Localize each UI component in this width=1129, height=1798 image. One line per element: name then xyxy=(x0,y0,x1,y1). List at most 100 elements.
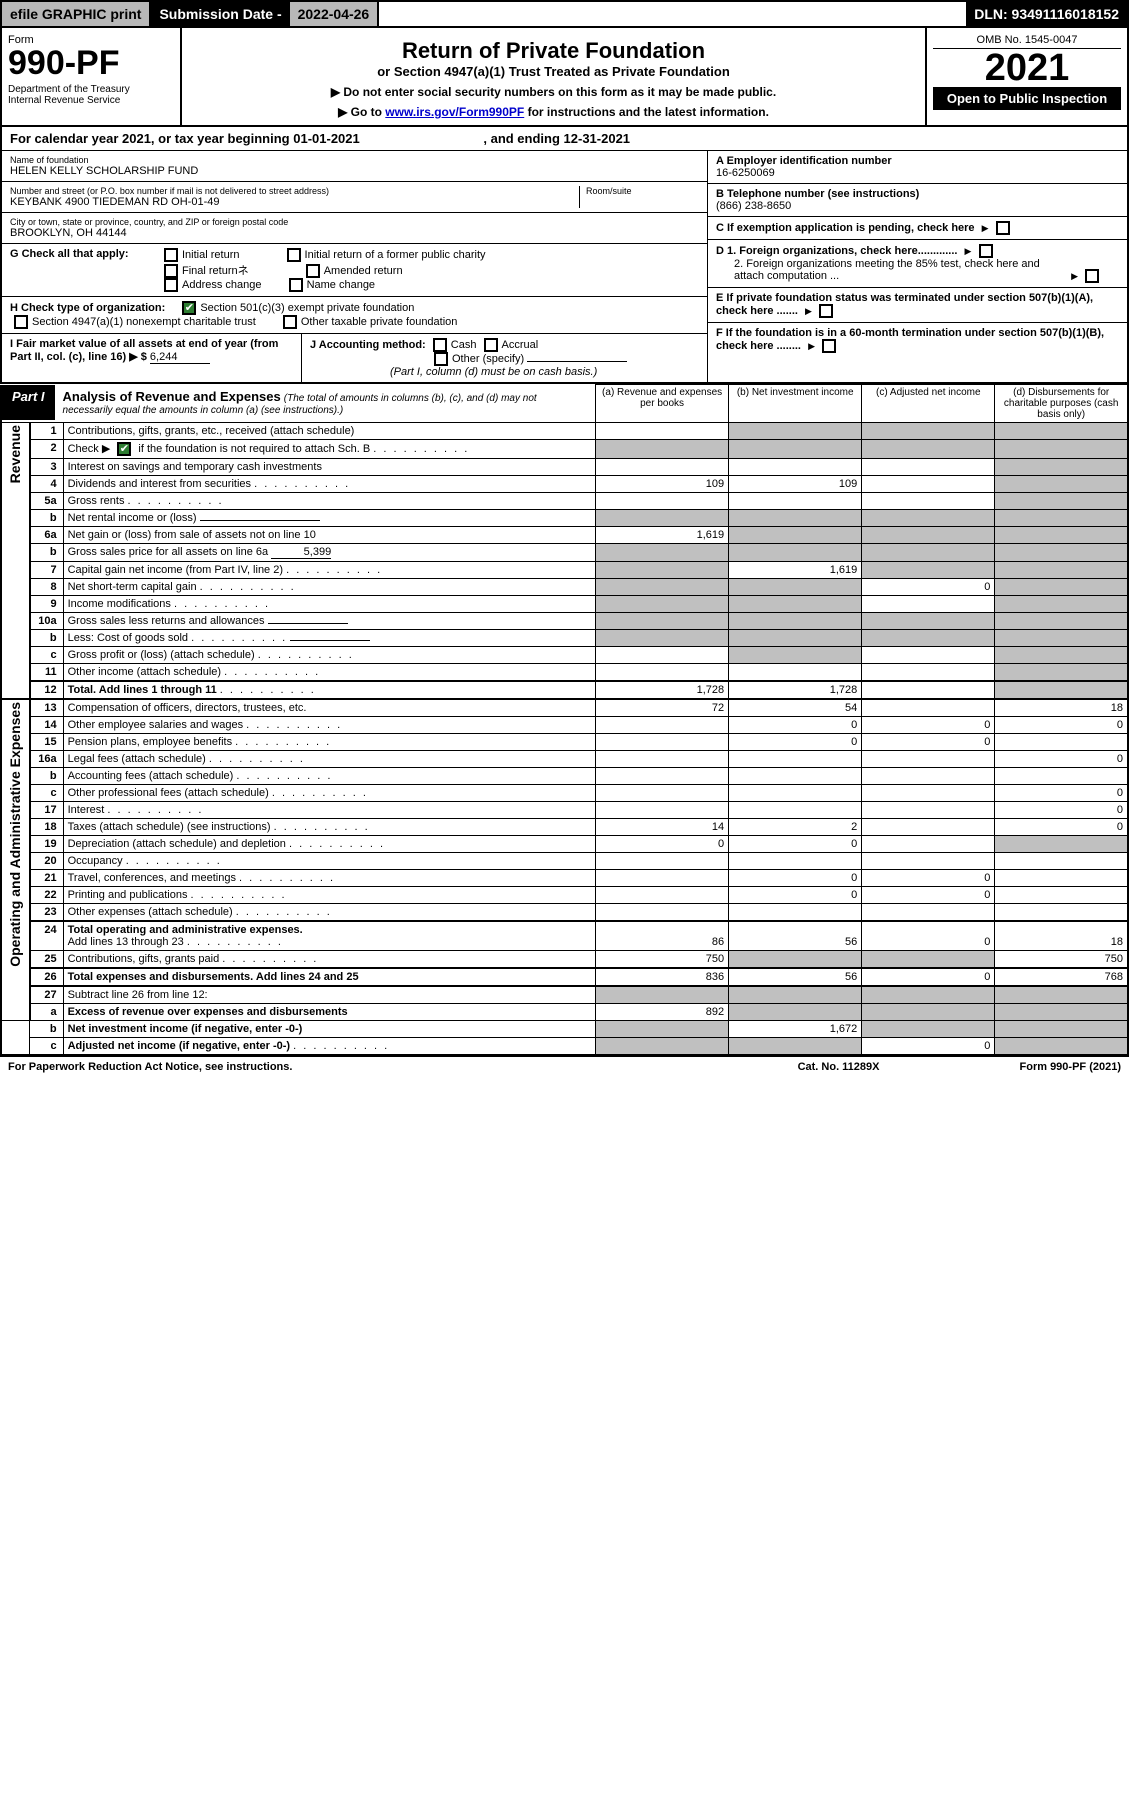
sec4947-label: Section 4947(a)(1) nonexempt charitable … xyxy=(32,316,256,328)
form-ref: Form 990-PF (2021) xyxy=(1020,1061,1122,1073)
instruction-2: ▶ Go to www.irs.gov/Form990PF for instru… xyxy=(188,105,919,119)
line21-b: 0 xyxy=(729,870,862,887)
part1-label: Part I xyxy=(2,385,55,420)
line26-desc: Total expenses and disbursements. Add li… xyxy=(63,968,595,986)
checkbox-amended[interactable] xyxy=(306,264,320,278)
c-block: C If exemption application is pending, c… xyxy=(708,217,1127,240)
irs-label: Internal Revenue Service xyxy=(8,95,174,106)
row-20: 20Occupancy xyxy=(1,853,1128,870)
efile-label[interactable]: efile GRAPHIC print xyxy=(2,2,151,26)
dln-label: DLN: 93491116018152 xyxy=(966,2,1127,26)
phone-label: B Telephone number (see instructions) xyxy=(716,188,919,200)
checkbox-accrual[interactable] xyxy=(484,338,498,352)
form-number: 990-PF xyxy=(8,46,174,80)
checkbox-e[interactable] xyxy=(819,304,833,318)
checkbox-schb[interactable] xyxy=(117,442,131,456)
address-change-label: Address change xyxy=(182,279,262,291)
line18-b: 2 xyxy=(729,819,862,836)
line10a-desc: Gross sales less returns and allowances xyxy=(63,613,595,630)
row-6b: bGross sales price for all assets on lin… xyxy=(1,544,1128,562)
line12-a: 1,728 xyxy=(596,681,729,699)
checkbox-cash[interactable] xyxy=(433,338,447,352)
inst2-prefix: ▶ Go to xyxy=(338,105,385,119)
revenue-side: Revenue xyxy=(1,423,30,700)
checkbox-initial-former[interactable] xyxy=(287,248,301,262)
j-label: J Accounting method: xyxy=(310,339,426,351)
line24-a: 86 xyxy=(596,921,729,951)
g-label: G Check all that apply: xyxy=(10,248,129,260)
submission-date-label: Submission Date - xyxy=(151,2,289,26)
line27b-desc: Net investment income (if negative, ente… xyxy=(63,1021,595,1038)
checkbox-initial-return[interactable] xyxy=(164,248,178,262)
name-label: Name of foundation xyxy=(10,155,699,165)
part1-title-cell: Analysis of Revenue and Expenses (The to… xyxy=(55,385,596,420)
line26-c: 0 xyxy=(862,968,995,986)
line17-desc: Interest xyxy=(63,802,595,819)
checkbox-f[interactable] xyxy=(822,339,836,353)
checkbox-name-change[interactable] xyxy=(289,278,303,292)
city-cell: City or town, state or province, country… xyxy=(2,213,707,244)
header-right: OMB No. 1545-0047 2021 Open to Public In… xyxy=(927,28,1127,125)
checkbox-d2[interactable] xyxy=(1085,269,1099,283)
row-19: 19Depreciation (attach schedule) and dep… xyxy=(1,836,1128,853)
row-8: 8Net short-term capital gain 0 xyxy=(1,579,1128,596)
form-title: Return of Private Foundation xyxy=(188,38,919,64)
line4-b: 109 xyxy=(729,476,862,493)
line5b-desc: Net rental income or (loss) xyxy=(63,510,595,527)
checkbox-501c3[interactable] xyxy=(182,301,196,315)
line27a-a: 892 xyxy=(596,1004,729,1021)
line19-a: 0 xyxy=(596,836,729,853)
form-subtitle: or Section 4947(a)(1) Trust Treated as P… xyxy=(188,64,919,79)
part1-title: Analysis of Revenue and Expenses xyxy=(63,389,281,404)
tax-year: 2021 xyxy=(933,49,1121,87)
other-method-label: Other (specify) xyxy=(452,353,524,365)
name-change-label: Name change xyxy=(307,279,376,291)
dept-treasury: Department of the Treasury xyxy=(8,84,174,95)
row-16a: 16aLegal fees (attach schedule) 0 xyxy=(1,751,1128,768)
line19-b: 0 xyxy=(729,836,862,853)
line27b-b: 1,672 xyxy=(729,1021,862,1038)
checkbox-4947[interactable] xyxy=(14,315,28,329)
row-2: 2Check ▶ if the foundation is not requir… xyxy=(1,440,1128,459)
line13-a: 72 xyxy=(596,699,729,717)
line1-desc: Contributions, gifts, grants, etc., rece… xyxy=(63,423,595,440)
line3-desc: Interest on savings and temporary cash i… xyxy=(63,459,595,476)
line16c-desc: Other professional fees (attach schedule… xyxy=(63,785,595,802)
paperwork-notice: For Paperwork Reduction Act Notice, see … xyxy=(8,1061,292,1073)
checkbox-other-method[interactable] xyxy=(434,352,448,366)
line13-desc: Compensation of officers, directors, tru… xyxy=(63,699,595,717)
j-note: (Part I, column (d) must be on cash basi… xyxy=(390,366,597,378)
row-1: Revenue 1Contributions, gifts, grants, e… xyxy=(1,423,1128,440)
line10c-desc: Gross profit or (loss) (attach schedule) xyxy=(63,647,595,664)
checkbox-address-change[interactable] xyxy=(164,278,178,292)
irs-link[interactable]: www.irs.gov/Form990PF xyxy=(385,105,524,119)
checkbox-c[interactable] xyxy=(996,221,1010,235)
arrow-icon xyxy=(961,245,972,257)
header-center: Return of Private Foundation or Section … xyxy=(182,28,927,125)
line6b-val: 5,399 xyxy=(271,546,331,559)
checkbox-other-taxable[interactable] xyxy=(283,315,297,329)
line9-desc: Income modifications xyxy=(63,596,595,613)
expenses-side: Operating and Administrative Expenses xyxy=(1,699,30,1021)
checkbox-final-return[interactable] xyxy=(164,264,178,278)
form-header: Form 990-PF Department of the Treasury I… xyxy=(0,28,1129,127)
calendar-year-row: For calendar year 2021, or tax year begi… xyxy=(0,127,1129,151)
line2-desc: Check ▶ if the foundation is not require… xyxy=(63,440,595,459)
line16b-desc: Accounting fees (attach schedule) xyxy=(63,768,595,785)
open-public: Open to Public Inspection xyxy=(933,87,1121,110)
row-5b: bNet rental income or (loss) xyxy=(1,510,1128,527)
row-16b: bAccounting fees (attach schedule) xyxy=(1,768,1128,785)
line12-desc: Total. Add lines 1 through 11 xyxy=(63,681,595,699)
d2-text: 2. Foreign organizations meeting the 85%… xyxy=(734,258,1064,282)
line25-desc: Contributions, gifts, grants paid xyxy=(63,951,595,969)
checkbox-d1[interactable] xyxy=(979,244,993,258)
line16c-d: 0 xyxy=(995,785,1128,802)
line24-d: 18 xyxy=(995,921,1128,951)
row-21: 21Travel, conferences, and meetings 00 xyxy=(1,870,1128,887)
name-cell: Name of foundation HELEN KELLY SCHOLARSH… xyxy=(2,151,707,182)
phone-block: B Telephone number (see instructions) (8… xyxy=(708,184,1127,217)
fmv-value: 6,244 xyxy=(150,351,210,364)
entity-right: A Employer identification number 16-6250… xyxy=(707,151,1127,382)
row-15: 15Pension plans, employee benefits 00 xyxy=(1,734,1128,751)
row-18: 18Taxes (attach schedule) (see instructi… xyxy=(1,819,1128,836)
